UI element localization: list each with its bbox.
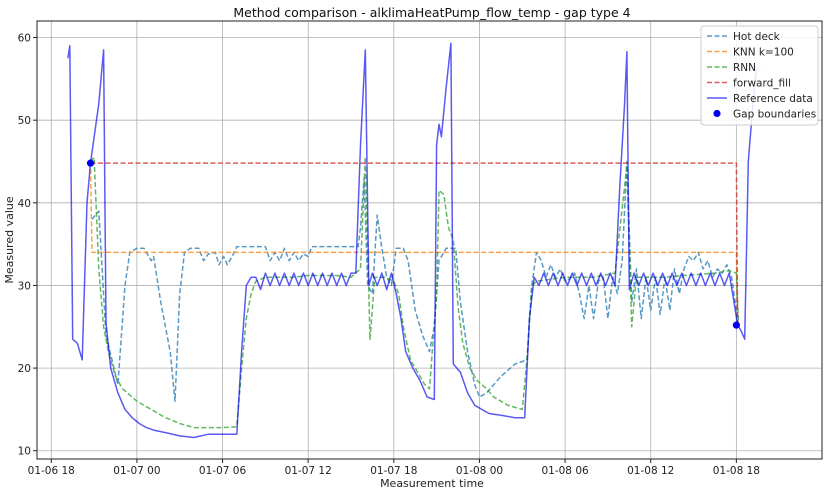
x-tick-label: 01-07 18 <box>370 465 417 477</box>
x-axis: 01-06 18 01-07 00 01-07 06 01-07 12 01-07 18… <box>28 459 760 477</box>
grid <box>37 21 822 459</box>
legend-label-rnn: RNN <box>733 62 756 74</box>
x-tick-label: 01-07 12 <box>285 465 332 477</box>
gap-boundary-point <box>732 321 740 329</box>
chart-title: Method comparison - alklimaHeatPump_flow… <box>233 5 630 20</box>
series-layer <box>67 42 758 439</box>
plot-frame <box>36 20 823 460</box>
reference-data-line <box>67 42 758 439</box>
y-tick-label: 60 <box>18 33 31 45</box>
y-tick-label: 20 <box>18 363 31 375</box>
x-tick-label: 01-07 00 <box>113 465 160 477</box>
legend-box <box>700 25 819 126</box>
legend-label-forward-fill: forward_fill <box>733 77 791 89</box>
legend-label-gap-boundaries: Gap boundaries <box>733 108 816 120</box>
x-tick-label: 01-07 06 <box>199 465 247 477</box>
x-axis-title: Measurement time <box>380 477 484 490</box>
y-tick-label: 30 <box>18 280 31 292</box>
forward-fill-line <box>90 162 739 327</box>
x-tick-label: 01-06 18 <box>28 465 75 477</box>
y-tick-label: 10 <box>18 446 31 458</box>
rnn-line <box>89 156 740 429</box>
legend-marker-gap-boundaries <box>713 109 721 118</box>
y-tick-label: 40 <box>18 198 31 210</box>
y-tick-label: 50 <box>18 115 31 127</box>
legend: Hot deck KNN k=100 RNN forward_fill Referenc… <box>700 25 819 126</box>
x-tick-label: 01-08 06 <box>541 465 589 477</box>
y-axis: 10 20 30 40 50 60 <box>18 33 37 458</box>
legend-label-knn-k-100: KNN k=100 <box>733 46 794 58</box>
legend-label-reference-data: Reference data <box>733 93 813 105</box>
x-tick-label: 01-08 18 <box>713 465 760 477</box>
y-axis-title: Measured value <box>3 196 16 284</box>
x-tick-label: 01-08 12 <box>627 465 674 477</box>
legend-label-hot-deck: Hot deck <box>733 31 781 43</box>
gap-boundary-point <box>86 159 95 167</box>
x-tick-label: 01-08 00 <box>456 465 503 477</box>
hot-deck-line <box>91 160 740 402</box>
